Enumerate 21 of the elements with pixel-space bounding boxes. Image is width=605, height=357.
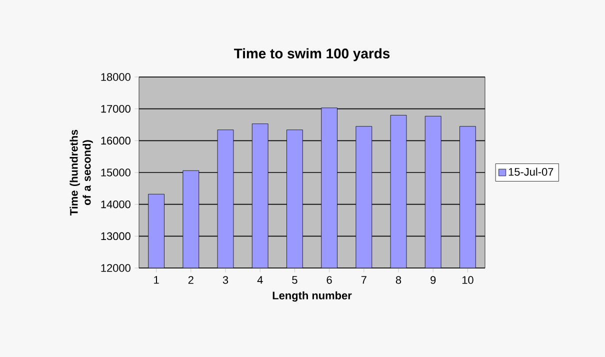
y-tick-label: 12000 <box>101 264 130 272</box>
x-tick-label: 2 <box>188 276 194 284</box>
y-tick-label: 16000 <box>101 136 130 145</box>
y-tick-label: 18000 <box>101 73 130 81</box>
x-tick-label: 1 <box>154 276 159 284</box>
x-tick-label: 10 <box>462 276 474 284</box>
y-tick-label: 14000 <box>101 200 130 208</box>
legend-label: 15-Jul-07 <box>508 168 554 176</box>
chart-title: Time to swim 100 yards <box>234 48 390 62</box>
y-tick-label: 15000 <box>101 168 130 176</box>
x-tick-label: 8 <box>396 276 402 284</box>
x-tick-label: 7 <box>361 276 366 284</box>
x-tick-label: 5 <box>292 276 298 284</box>
x-tick-label: 9 <box>430 276 436 284</box>
y-tick-label: 13000 <box>101 232 130 240</box>
x-axis-title: Length number <box>272 291 352 302</box>
y-axis-title: Time (hundreths of a second) <box>70 130 93 216</box>
y-tick-label: 17000 <box>101 104 130 113</box>
x-tick-label: 6 <box>326 276 332 284</box>
x-tick-label: 4 <box>257 276 263 284</box>
x-tick-label: 3 <box>222 276 228 284</box>
